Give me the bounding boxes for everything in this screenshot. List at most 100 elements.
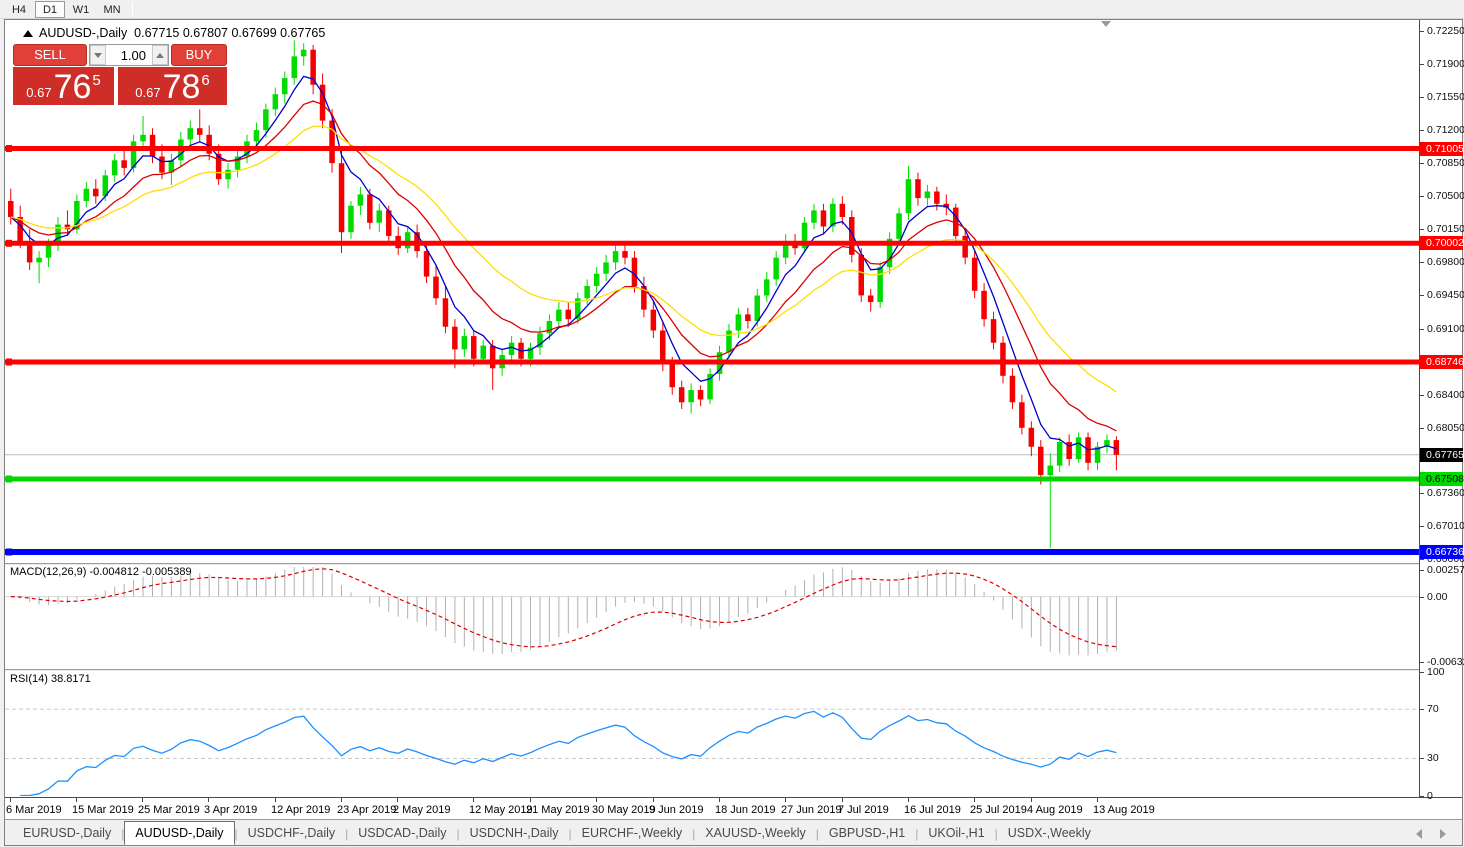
- volume-spinner: [89, 44, 169, 66]
- level-price-tag: 0.66736: [1420, 545, 1464, 559]
- rsi-indicator-label: RSI(14) 38.8171: [10, 673, 91, 685]
- date-label: 13 Aug 2019: [1093, 804, 1155, 816]
- price-axis-tick: 0.69100: [1420, 323, 1464, 335]
- price-chart-panel[interactable]: [5, 28, 1419, 562]
- date-tick: [10, 798, 11, 802]
- chart-tab-eurchf-weekly[interactable]: EURCHF-,Weekly: [581, 826, 683, 840]
- chart-shift-marker-icon: [1101, 21, 1111, 27]
- date-tick: [842, 798, 843, 802]
- volume-increase-button[interactable]: [152, 45, 168, 65]
- timeframe-button-h4[interactable]: H4: [11, 3, 27, 16]
- date-tick: [341, 798, 342, 802]
- chart-tab-usdcad-daily[interactable]: USDCAD-,Daily: [358, 826, 447, 840]
- date-tick: [76, 798, 77, 802]
- tab-separator: |: [456, 827, 460, 841]
- date-label: 12 Apr 2019: [271, 804, 331, 816]
- date-tick: [1031, 798, 1032, 802]
- chart-tab-usdx-weekly[interactable]: USDX-,Weekly: [1007, 826, 1091, 840]
- date-label: 12 May 2019: [469, 804, 533, 816]
- tab-separator: |: [234, 827, 238, 841]
- panel-separator[interactable]: [5, 669, 1419, 671]
- price-axis-tick: 0.70850: [1420, 157, 1464, 169]
- sell-price-box[interactable]: 0.67 76 5: [13, 67, 114, 105]
- chart-tab-audusd-daily[interactable]: AUDUSD-,Daily: [124, 821, 235, 845]
- sell-button[interactable]: SELL: [13, 44, 87, 66]
- chart-tab-usdchf-daily[interactable]: USDCHF-,Daily: [247, 826, 336, 840]
- date-label: 18 Jun 2019: [715, 804, 776, 816]
- date-tick: [208, 798, 209, 802]
- rsi-axis-tick: 100: [1420, 666, 1445, 678]
- tab-scroll-right-icon[interactable]: [1440, 829, 1446, 839]
- symbol-triangle-icon: [23, 30, 33, 37]
- panel-separator[interactable]: [5, 563, 1419, 565]
- buy-button[interactable]: BUY: [171, 44, 227, 66]
- rsi-axis-tick: 70: [1420, 703, 1439, 715]
- rsi-axis-tick: 0: [1420, 790, 1433, 802]
- level-price-tag: 0.70002: [1420, 236, 1464, 250]
- date-label: 30 May 2019: [592, 804, 656, 816]
- macd-panel[interactable]: [5, 564, 1419, 668]
- volume-decrease-button[interactable]: [90, 45, 106, 65]
- date-label: 7 Jul 2019: [838, 804, 889, 816]
- current-price-tag: 0.67765: [1420, 448, 1464, 462]
- timeframe-button-d1[interactable]: D1: [35, 0, 65, 18]
- rsi-panel[interactable]: [5, 670, 1419, 796]
- date-tick: [142, 798, 143, 802]
- arrow-down-icon: [94, 52, 102, 58]
- price-axis-tick: 0.71550: [1420, 91, 1464, 103]
- date-label: 15 Mar 2019: [72, 804, 134, 816]
- macd-axis-tick: 0.00: [1419, 591, 1448, 603]
- date-label: 25 Mar 2019: [138, 804, 200, 816]
- ohlc-values: 0.67715 0.67807 0.67699 0.67765: [134, 26, 326, 40]
- date-label: 3 Apr 2019: [204, 804, 258, 816]
- price-axis-tick: 0.68400: [1420, 389, 1464, 401]
- sell-price-big: 76: [53, 67, 92, 106]
- macd-indicator-label: MACD(12,26,9) -0.004812 -0.005389: [10, 566, 192, 578]
- chart-tab-eurusd-daily[interactable]: EURUSD-,Daily: [23, 826, 112, 840]
- tab-separator: |: [692, 827, 696, 841]
- date-label: 25 Jul 2019: [970, 804, 1027, 816]
- price-axis-tick: 0.69450: [1420, 289, 1464, 301]
- symbol-period-label: AUDUSD-,Daily: [39, 26, 128, 40]
- arrow-up-icon: [156, 52, 164, 58]
- volume-input[interactable]: [106, 45, 152, 65]
- tab-separator: |: [568, 827, 572, 841]
- price-axis-tick: 0.67010: [1420, 520, 1464, 532]
- price-axis: 0.72250 0.71900 0.71550 0.71200 0.70850 0.705…: [1419, 20, 1464, 802]
- date-tick: [397, 798, 398, 802]
- timeframe-toolbar: H4 D1 W1 MN: [0, 0, 1464, 19]
- sell-price-prefix: 0.67: [26, 85, 52, 100]
- date-tick: [974, 798, 975, 802]
- price-axis-tick: 0.70500: [1420, 190, 1464, 202]
- date-tick: [719, 798, 720, 802]
- price-axis-tick: 0.71200: [1420, 124, 1464, 136]
- date-label: 23 Apr 2019: [337, 804, 397, 816]
- quote-title: AUDUSD-,Daily 0.67715 0.67807 0.67699 0.…: [23, 26, 325, 40]
- chart-tab-usdcnh-daily[interactable]: USDCNH-,Daily: [469, 826, 559, 840]
- date-tick: [596, 798, 597, 802]
- price-axis-tick: 0.69800: [1420, 256, 1464, 268]
- level-price-tag: 0.67508: [1420, 472, 1464, 486]
- chart-tab-xauusd-weekly[interactable]: XAUUSD-,Weekly: [705, 826, 806, 840]
- tab-scroll-left-icon[interactable]: [1416, 829, 1422, 839]
- tab-separator: |: [994, 827, 998, 841]
- chart-region: AUDUSD-,Daily 0.67715 0.67807 0.67699 0.…: [5, 20, 1464, 845]
- price-axis-tick: 0.70150: [1420, 223, 1464, 235]
- date-label: 16 Jul 2019: [904, 804, 961, 816]
- chart-tab-bar: EURUSD-,Daily | AUDUSD-,Daily | USDCHF-,Dail…: [5, 819, 1462, 845]
- chart-tab-ukoil-h1[interactable]: UKOil-,H1: [928, 826, 985, 840]
- buy-price-prefix: 0.67: [135, 85, 161, 100]
- sell-price-pip: 5: [92, 72, 101, 89]
- date-axis: 6 Mar 2019 15 Mar 2019 25 Mar 2019 3 Apr 20…: [5, 797, 1462, 819]
- macd-axis-tick: 0.002574: [1420, 564, 1464, 576]
- date-tick: [530, 798, 531, 802]
- timeframe-button-w1[interactable]: W1: [72, 3, 90, 16]
- rsi-axis-tick: 30: [1420, 752, 1439, 764]
- timeframe-button-mn[interactable]: MN: [103, 3, 121, 16]
- toolbar-separator: [132, 1, 133, 17]
- chart-tab-gbpusd-h1[interactable]: GBPUSD-,H1: [828, 826, 906, 840]
- date-tick: [785, 798, 786, 802]
- date-label: 9 Jun 2019: [649, 804, 704, 816]
- date-tick: [473, 798, 474, 802]
- buy-price-box[interactable]: 0.67 78 6: [118, 67, 227, 105]
